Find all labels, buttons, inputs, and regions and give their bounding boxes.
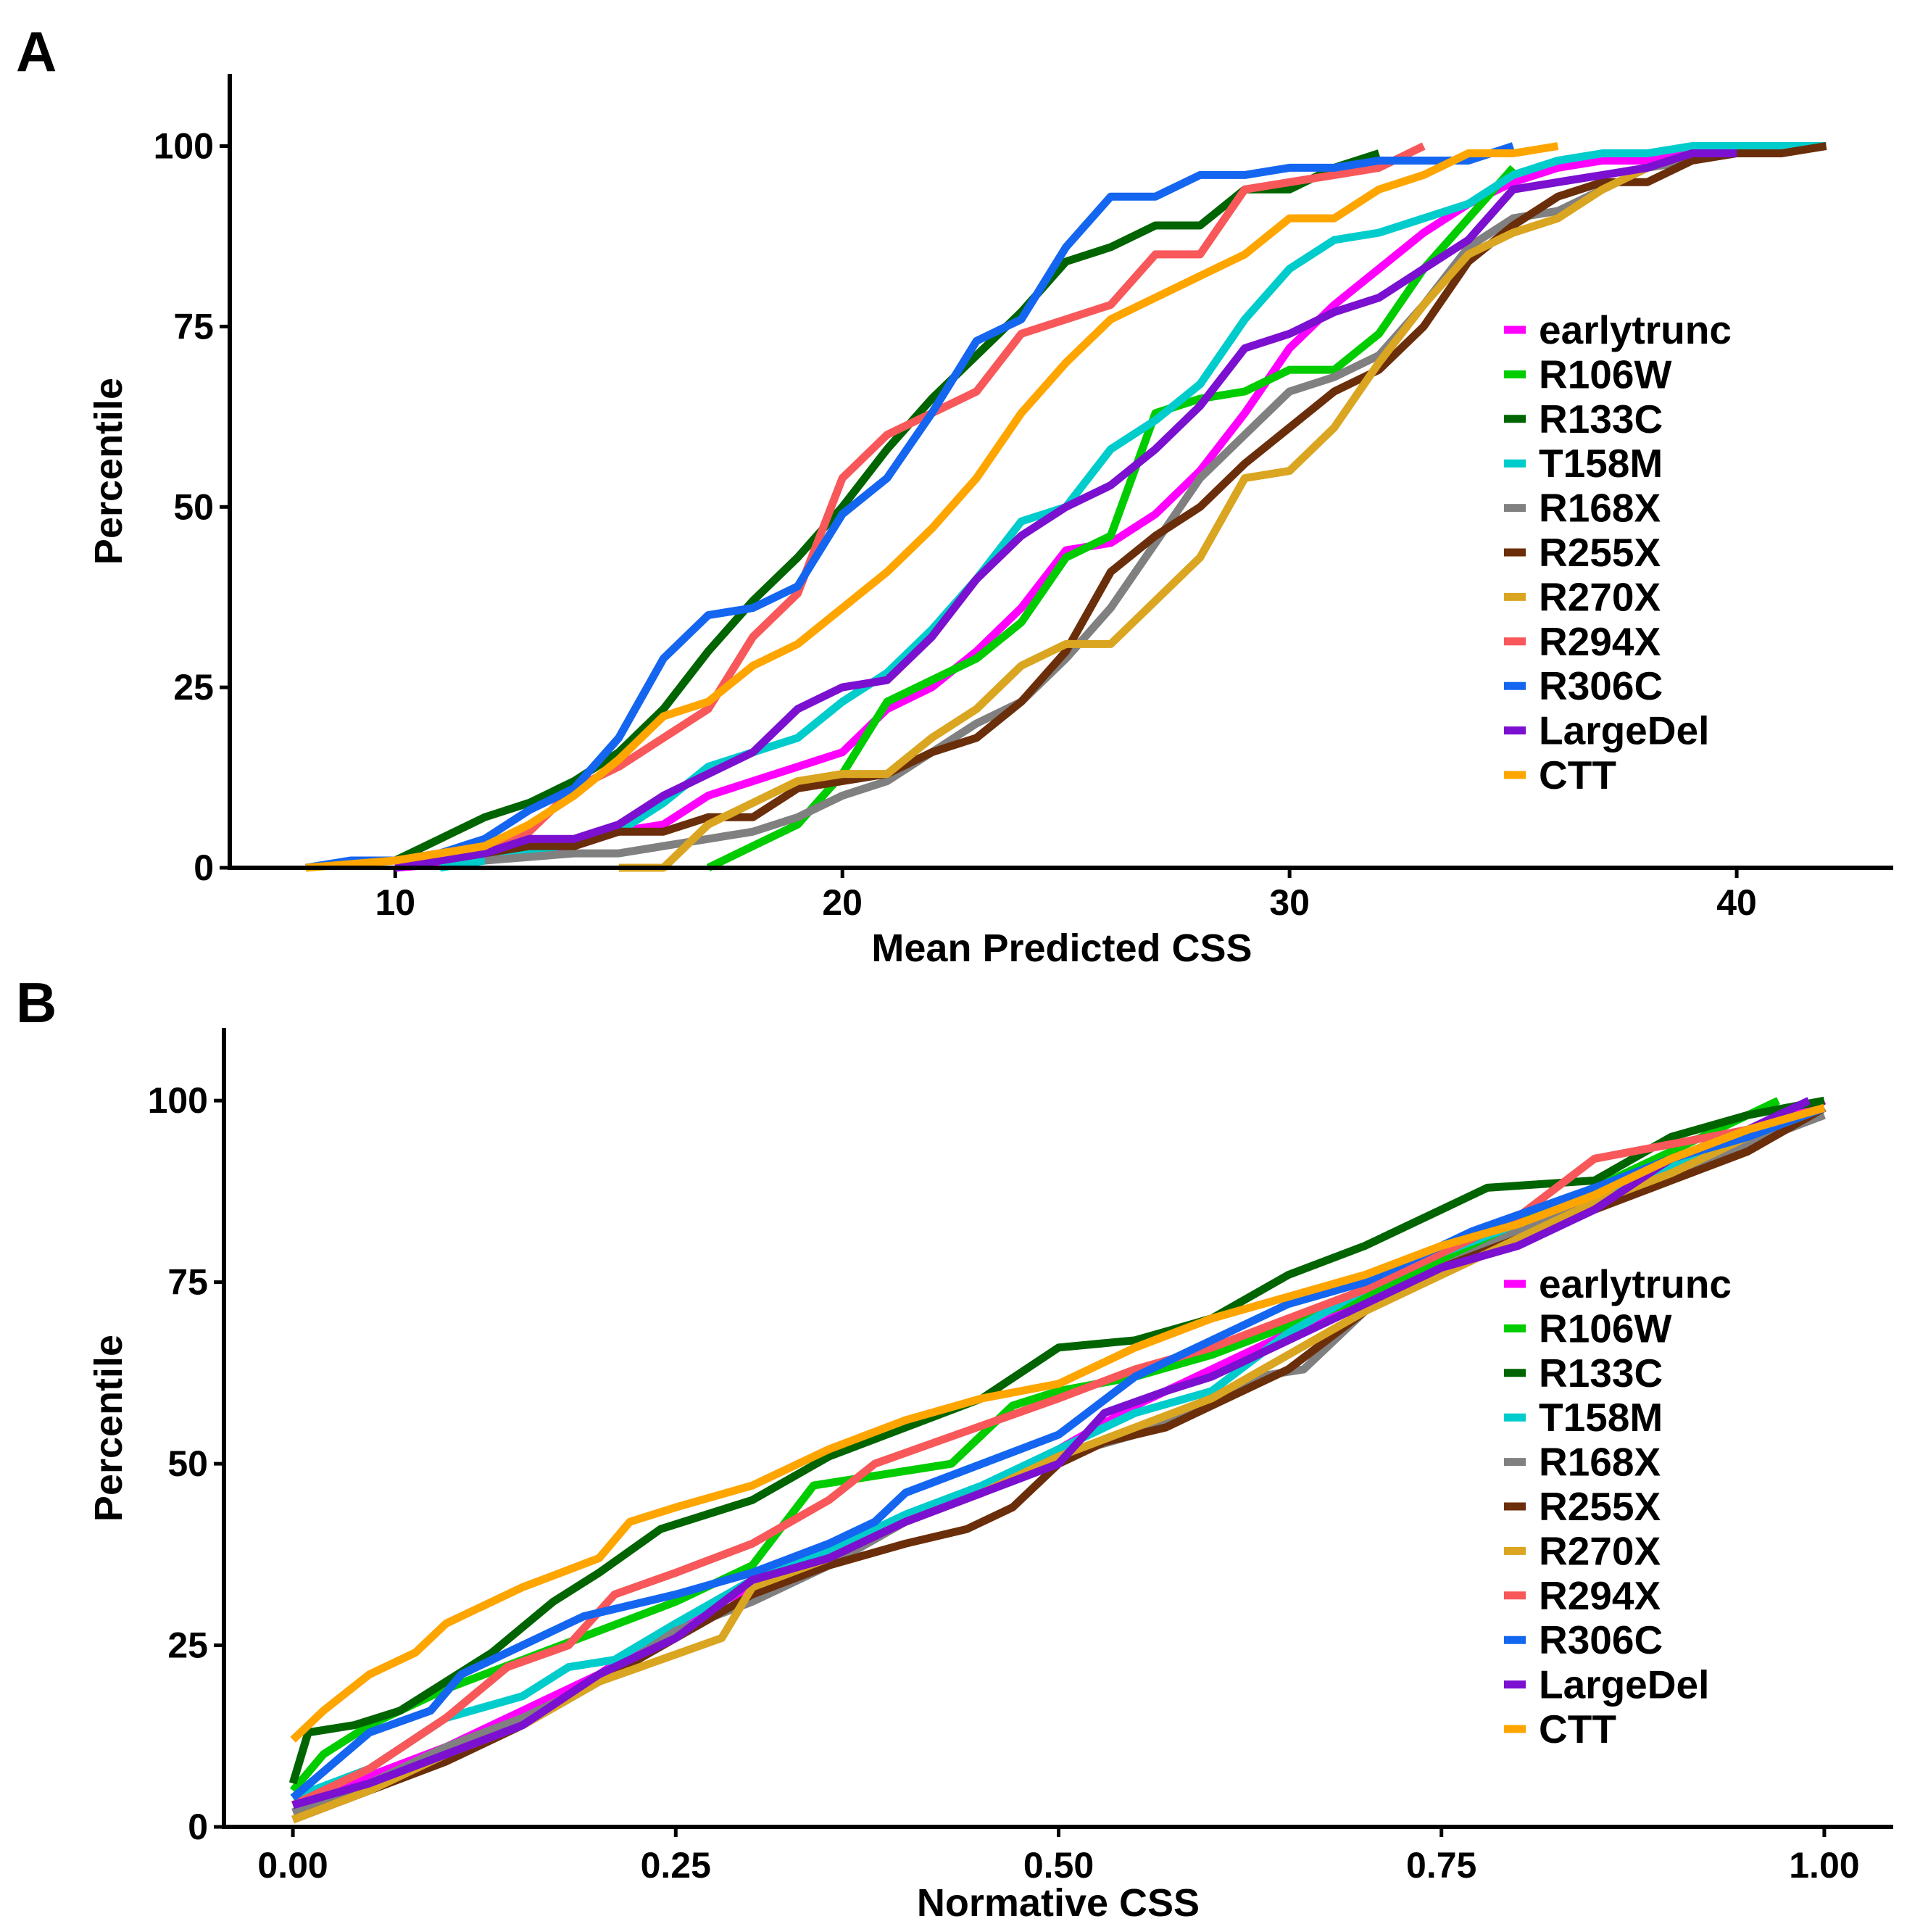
- panel-b-y-tick-label: 75: [167, 1262, 208, 1303]
- series-line-r255x: [439, 142, 1827, 865]
- panel-a-legend: earlytruncR106WR133CT158MR168XR255XR270X…: [1504, 307, 1732, 797]
- legend-label-earlytrunc: earlytrunc: [1539, 307, 1732, 352]
- series-line-r306c: [305, 142, 1515, 872]
- panel-a-lines: [305, 142, 1827, 872]
- legend-label-r270x: R270X: [1539, 574, 1661, 619]
- panel-b-y-tick-label: 100: [148, 1080, 208, 1121]
- panel-a: A 0 25 50 75 100 10 20 30 40 Mean Predicted CSS…: [16, 20, 1893, 970]
- legend-label-r255x: R255X: [1539, 530, 1661, 575]
- panel-a-x-tick-label: 20: [822, 882, 863, 923]
- panel-a-letter: A: [16, 20, 57, 83]
- series-line-earlytrunc: [394, 142, 1737, 872]
- panel-a-x-tick-label: 10: [375, 882, 415, 923]
- legend-label-t158m: T158M: [1539, 441, 1663, 486]
- panel-b-x-axis-title: Normative CSS: [917, 1881, 1200, 1925]
- series-line-r270x: [618, 149, 1694, 872]
- series-line-ctt: [290, 1103, 1826, 1743]
- panel-a-y-tick-label: 25: [173, 667, 214, 708]
- legend-label-largedel: LargeDel: [1539, 708, 1709, 753]
- legend-label-t158m: T158M: [1539, 1395, 1663, 1440]
- panel-b-x-tick-label: 0.25: [641, 1845, 711, 1886]
- panel-a-y-tick-label: 50: [173, 486, 214, 527]
- series-line-r306c: [290, 1104, 1826, 1802]
- panel-a-y-tick-label: 0: [194, 847, 214, 888]
- panel-a-x-axis: 10 20 30 40: [375, 868, 1757, 923]
- series-line-largedel: [291, 1097, 1811, 1809]
- panel-b-x-tick-label: 1.00: [1789, 1845, 1859, 1886]
- legend-label-ctt: CTT: [1539, 1707, 1616, 1751]
- legend-label-r306c: R306C: [1539, 663, 1663, 708]
- panel-b-x-tick-label: 0.50: [1023, 1845, 1094, 1886]
- legend-label-r270x: R270X: [1539, 1528, 1661, 1573]
- panel-b-letter: B: [16, 971, 57, 1035]
- legend-label-r133c: R133C: [1539, 1351, 1663, 1396]
- legend-label-r294x: R294X: [1539, 1573, 1661, 1618]
- series-line-ctt: [305, 142, 1559, 872]
- panel-b-y-tick-label: 0: [188, 1807, 208, 1847]
- panel-b-y-axis: 0 25 50 75 100: [148, 1080, 224, 1847]
- panel-b-y-tick-label: 25: [167, 1625, 208, 1666]
- legend-label-r133c: R133C: [1539, 397, 1663, 441]
- panel-b-x-tick-label: 0.00: [257, 1845, 328, 1886]
- series-line-largedel: [394, 149, 1737, 872]
- panel-b-x-axis: 0.00 0.25 0.50 0.75 1.00: [257, 1827, 1860, 1886]
- legend-label-r168x: R168X: [1539, 1440, 1661, 1485]
- series-line-r294x: [291, 1103, 1826, 1809]
- panel-a-y-axis-title: Percentile: [87, 378, 130, 565]
- legend-label-r255x: R255X: [1539, 1484, 1661, 1529]
- panel-b-lines: [288, 1096, 1827, 1824]
- panel-a-x-tick-label: 30: [1269, 882, 1310, 923]
- legend-label-ctt: CTT: [1539, 753, 1616, 797]
- legend-label-largedel: LargeDel: [1539, 1662, 1709, 1707]
- legend-label-r294x: R294X: [1539, 619, 1661, 664]
- panel-b-legend: earlytruncR106WR133CT158MR168XR255XR270X…: [1504, 1261, 1732, 1751]
- series-line-r133c: [393, 149, 1381, 864]
- legend-label-earlytrunc: earlytrunc: [1539, 1261, 1732, 1306]
- legend-label-r106w: R106W: [1539, 352, 1671, 397]
- panel-b-y-tick-label: 50: [167, 1443, 208, 1484]
- panel-b: B 0 25 50 75 100 0.00 0.25 0.50 0.75 1.00 Normat…: [16, 971, 1893, 1925]
- panel-b-y-axis-title: Percentile: [87, 1335, 130, 1522]
- panel-a-x-tick-label: 40: [1716, 882, 1757, 923]
- legend-label-r306c: R306C: [1539, 1617, 1663, 1662]
- panel-a-y-tick-label: 75: [173, 306, 214, 347]
- panel-a-x-axis-title: Mean Predicted CSS: [871, 926, 1252, 970]
- legend-label-r106w: R106W: [1539, 1306, 1671, 1351]
- legend-label-r168x: R168X: [1539, 486, 1661, 531]
- panel-b-x-tick-label: 0.75: [1406, 1845, 1476, 1886]
- panel-a-y-tick-label: 100: [154, 126, 214, 167]
